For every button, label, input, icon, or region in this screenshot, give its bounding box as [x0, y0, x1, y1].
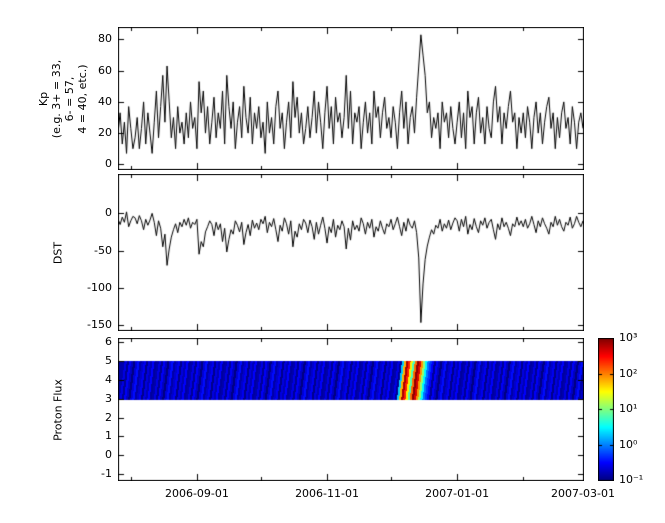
kp-y-tick-label: 20: [98, 126, 112, 140]
colorbar-tick-label: 10¹: [619, 402, 638, 415]
dst-line-plot: [118, 174, 584, 331]
proton-flux-y-tick-label: 2: [105, 410, 112, 424]
x-tick-label: 2006-11-01: [295, 487, 359, 500]
dst-axis-label: DST: [51, 241, 65, 264]
proton-flux-y-tick-label: -1: [101, 467, 112, 481]
colorbar-tick-label: 10²: [619, 366, 638, 380]
proton-flux-y-tick-label: 3: [105, 391, 112, 405]
proton-flux-y-tick-label: 5: [105, 353, 112, 367]
proton-flux-axis-label: Proton Flux: [51, 378, 65, 441]
kp-y-tick-label: 60: [98, 63, 112, 77]
proton-flux-y-tick-label: 1: [105, 429, 112, 443]
dst-y-tick-label: -50: [94, 243, 112, 257]
dst-y-tick-label: -100: [87, 280, 112, 294]
kp-axis-label-line: (e.g. 3+ = 33,: [50, 59, 63, 138]
dst-y-tick-label: -150: [87, 317, 112, 331]
colorbar-tick-label: 10³: [619, 331, 638, 344]
kp-y-tick-label: 0: [105, 157, 112, 171]
kp-line-plot: [118, 27, 584, 170]
dst-y-tick-label: 0: [105, 206, 112, 220]
proton-flux-spectrogram: [118, 338, 584, 481]
proton-flux-y-tick-label: 4: [105, 372, 112, 386]
proton-flux-y-tick-label: 0: [105, 448, 112, 462]
kp-y-tick-label: 80: [98, 32, 112, 46]
x-tick-label: 2007-01-01: [425, 487, 490, 500]
colorbar-tick-label: 10⁰: [619, 437, 638, 451]
kp-axis-label-line: Kp: [37, 91, 50, 106]
colorbar: [598, 338, 614, 481]
colorbar-tick-label: 10⁻¹: [619, 473, 644, 486]
x-tick-label: 2006-09-01: [164, 487, 229, 500]
kp-y-tick-label: 40: [98, 94, 112, 108]
proton-flux-y-tick-label: 6: [105, 334, 112, 348]
x-tick-label: 2007-03-01: [551, 487, 615, 500]
